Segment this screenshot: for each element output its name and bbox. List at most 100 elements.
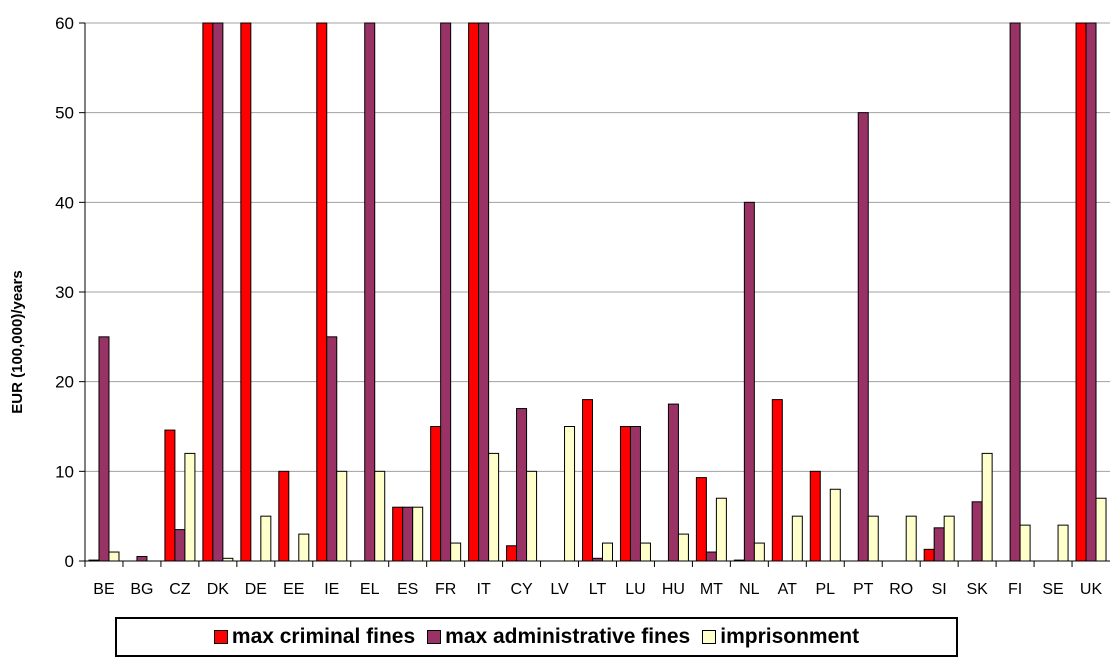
bar-pt-imprisonment (867, 515, 879, 562)
bar-ee-imprisonment (298, 533, 310, 562)
bar-be-imprisonment (108, 551, 120, 562)
y-tick-label: 30 (55, 283, 74, 302)
bar-ro-imprisonment (905, 515, 917, 562)
legend-label: max administrative fines (445, 625, 691, 648)
bar-ie-max-administrative-fines (326, 336, 338, 562)
bar-ee-max-criminal-fines (278, 470, 290, 562)
bar-mt-max-administrative-fines (705, 551, 717, 562)
bar-el-max-administrative-fines (364, 22, 376, 562)
x-tick-label: PT (853, 581, 874, 598)
bar-pl-imprisonment (829, 488, 841, 562)
bar-se-imprisonment (1057, 524, 1069, 562)
legend-swatch (427, 630, 442, 644)
x-tick-label: DE (245, 581, 267, 598)
x-tick-label: IT (477, 581, 491, 598)
x-tick-label: FR (435, 581, 456, 598)
x-tick-label: UK (1080, 581, 1103, 598)
legend-item-max-administrative-fines: max administrative fines (427, 625, 690, 649)
bar-lt-max-criminal-fines (582, 399, 593, 562)
bar-hu-imprisonment (677, 533, 689, 562)
y-axis-title: EUR (100,000)/years (9, 270, 26, 413)
bar-si-max-administrative-fines (933, 527, 945, 562)
y-tick-label: 60 (55, 14, 74, 33)
bar-el-imprisonment (374, 470, 386, 562)
bar-lu-max-criminal-fines (619, 426, 631, 562)
x-tick-label: LT (589, 581, 607, 598)
x-tick-label: FI (1008, 581, 1022, 598)
bar-lu-imprisonment (639, 542, 651, 562)
bar-be-max-administrative-fines (98, 336, 110, 562)
y-tick-label: 0 (65, 552, 74, 571)
bar-mt-imprisonment (715, 497, 727, 562)
bar-fi-imprisonment (1019, 524, 1031, 562)
bar-si-imprisonment (943, 515, 955, 562)
bar-cz-imprisonment (184, 452, 196, 562)
bar-sk-imprisonment (981, 452, 993, 562)
bar-lu-max-administrative-fines (629, 426, 641, 562)
bar-nl-imprisonment (753, 542, 765, 562)
x-tick-label: SE (1042, 581, 1063, 598)
bar-it-max-administrative-fines (478, 22, 490, 562)
bar-dk-max-administrative-fines (212, 22, 224, 562)
bar-uk-imprisonment (1095, 497, 1107, 562)
bar-si-max-criminal-fines (923, 548, 935, 562)
bar-fi-max-administrative-fines (1009, 22, 1021, 562)
bar-at-max-criminal-fines (771, 399, 783, 562)
grid-lines (85, 22, 1110, 472)
legend-item-max-criminal-fines: max criminal fines (213, 625, 415, 649)
legend-label: imprisonment (720, 625, 860, 648)
bars (88, 22, 1107, 562)
bar-nl-max-administrative-fines (743, 201, 755, 562)
bar-uk-max-administrative-fines (1085, 22, 1097, 562)
bar-at-imprisonment (791, 515, 803, 562)
x-tick-label: PL (815, 581, 835, 598)
bar-bg-max-administrative-fines (136, 556, 148, 562)
y-tick-label: 20 (55, 373, 74, 392)
bar-sk-max-administrative-fines (971, 501, 983, 562)
legend-item-imprisonment: imprisonment (702, 625, 859, 649)
bar-cy-max-criminal-fines (506, 545, 518, 562)
y-tick-label: 50 (55, 104, 74, 123)
bar-ie-max-criminal-fines (316, 22, 328, 562)
legend: max criminal fines max administrative fin… (115, 617, 958, 657)
bar-it-imprisonment (488, 452, 500, 562)
legend-swatch (213, 630, 228, 644)
bar-fr-max-criminal-fines (430, 426, 442, 562)
x-tick-label: LV (550, 581, 569, 598)
bar-lv-imprisonment (564, 426, 576, 562)
y-tick-label: 10 (55, 462, 74, 481)
x-tick-label: RO (889, 581, 913, 598)
bar-it-max-criminal-fines (468, 22, 480, 562)
bar-cy-max-administrative-fines (516, 408, 528, 562)
bar-hu-max-administrative-fines (667, 403, 679, 562)
x-tick-label: NL (739, 581, 760, 598)
x-tick-label: MT (700, 581, 723, 598)
bar-cy-imprisonment (526, 470, 538, 562)
bar-ie-imprisonment (336, 470, 348, 562)
x-tick-label: CZ (169, 581, 191, 598)
bar-dk-max-criminal-fines (202, 22, 214, 562)
x-tick-label: BE (93, 581, 114, 598)
x-tick-label: AT (778, 581, 797, 598)
x-tick-label: SI (932, 581, 947, 598)
x-tick-label: LU (625, 581, 645, 598)
x-tick-label: EE (283, 581, 304, 598)
bar-de-imprisonment (260, 515, 272, 562)
x-tick-label: HU (662, 581, 685, 598)
x-tick-label: ES (397, 581, 418, 598)
bar-fr-imprisonment (450, 542, 462, 562)
x-tick-label: BG (130, 581, 153, 598)
x-tick-label: SK (966, 581, 988, 598)
x-tick-label: DK (207, 581, 230, 598)
bar-cz-max-administrative-fines (174, 529, 186, 562)
axes: 0 10 20 30 40 50 60 BE BG CZ DK DE EE IE EL ES FR IT CY LV L… (55, 14, 1110, 598)
x-tick-label: IE (324, 581, 339, 598)
y-tick-label: 40 (55, 193, 74, 212)
x-tick-label: EL (360, 581, 380, 598)
chart: 0 10 20 30 40 50 60 BE BG CZ DK DE EE IE EL ES FR IT CY LV L… (9, 14, 1110, 598)
bar-cz-max-criminal-fines (164, 429, 176, 562)
bar-de-max-criminal-fines (240, 22, 252, 562)
x-tick-label: CY (510, 581, 533, 598)
bar-pl-max-criminal-fines (809, 470, 821, 562)
bar-pt-max-administrative-fines (857, 112, 869, 562)
